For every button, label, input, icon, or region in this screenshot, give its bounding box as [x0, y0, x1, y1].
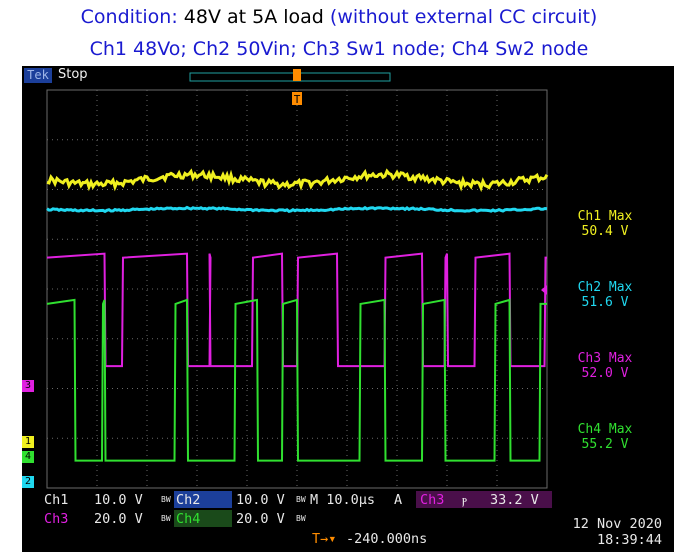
trigger-position-icon [293, 69, 301, 81]
ch1-ground-marker: 1 [22, 436, 34, 448]
trigger-highlight [416, 491, 552, 508]
trigger-slope-icon: ⲣ [462, 492, 468, 508]
trigger-source: Ch3 [420, 492, 445, 508]
time: 18:39:44 [596, 532, 662, 548]
trigger-level: 33.2 V [490, 492, 539, 508]
ch2-highlight [174, 491, 232, 508]
measurement-ch1: Ch1 Max 50.4 V [550, 209, 660, 239]
ch3-label: Ch3 [44, 511, 69, 527]
ch3-bw-icon: BW [161, 514, 171, 523]
waveform-plot: T [46, 69, 549, 489]
ch4-highlight [174, 510, 232, 527]
condition-note: (without external CC circuit) [329, 6, 598, 28]
ch3-scale: 20.0 V [94, 511, 143, 527]
ch2-label: Ch2 [176, 492, 201, 508]
measurement-ch1-value: 50.4 V [581, 224, 629, 239]
ch1-scale: 10.0 V [94, 492, 143, 508]
ch3-ground-marker: 3 [22, 380, 34, 392]
settings-panel: Ch1 10.0 V BW Ch2 10.0 V BW M 10.0µs A C… [22, 488, 674, 552]
trigger-mode: A [394, 492, 403, 508]
ch1-label: Ch1 [44, 492, 69, 508]
measurement-ch2-value: 51.6 V [581, 295, 629, 310]
caption-condition: Condition: 48V at 5A load (without exter… [0, 6, 678, 28]
ch2-bw-icon: BW [296, 495, 306, 504]
caption-channels: Ch1 48Vo; Ch2 50Vin; Ch3 Sw1 node; Ch4 S… [89, 38, 589, 60]
measurement-ch3-value: 52.0 V [581, 366, 629, 381]
waveform-ch2 [46, 205, 548, 214]
oscilloscope-screen: Tek Stop T Ch1 10.0 V BW Ch2 10.0 V BW M… [22, 66, 674, 552]
ch2-scale: 10.0 V [236, 492, 285, 508]
waveform-ch4 [46, 298, 547, 462]
ch1-bw-icon: BW [161, 495, 171, 504]
brand-logo: Tek [24, 68, 52, 83]
measurement-ch4-name: Ch4 Max [577, 422, 633, 437]
waveform-ch1 [46, 168, 549, 193]
ch2-ground-marker: 2 [22, 476, 34, 488]
trigger-marker-icon: T [294, 93, 301, 106]
measurement-ch3: Ch3 Max 52.0 V [550, 351, 660, 381]
horizontal-position: -240.000ns [346, 531, 428, 547]
record-bar [189, 72, 391, 82]
ch4-label: Ch4 [176, 511, 201, 527]
measurement-ch4-value: 55.2 V [581, 437, 629, 452]
condition-label: Condition: [80, 6, 178, 28]
trigger-marker-bg [292, 92, 302, 105]
measurement-ch1-name: Ch1 Max [577, 209, 633, 224]
date: 12 Nov 2020 [572, 516, 662, 532]
position-marker-icon: T→▾ [312, 531, 337, 547]
measurement-ch2: Ch2 Max 51.6 V [550, 280, 660, 310]
timebase: M 10.0µs [310, 492, 376, 508]
measurement-ch2-name: Ch2 Max [577, 280, 633, 295]
ch4-ground-marker: 4 [22, 451, 34, 463]
acquisition-status: Stop [58, 67, 88, 82]
measurement-ch4: Ch4 Max 55.2 V [550, 422, 660, 452]
ch4-bw-icon: BW [296, 514, 306, 523]
measurement-ch3-name: Ch3 Max [577, 351, 633, 366]
ch4-scale: 20.0 V [236, 511, 285, 527]
status-bar: Tek Stop [22, 66, 674, 86]
condition-value: 48V at 5A load [183, 6, 324, 28]
